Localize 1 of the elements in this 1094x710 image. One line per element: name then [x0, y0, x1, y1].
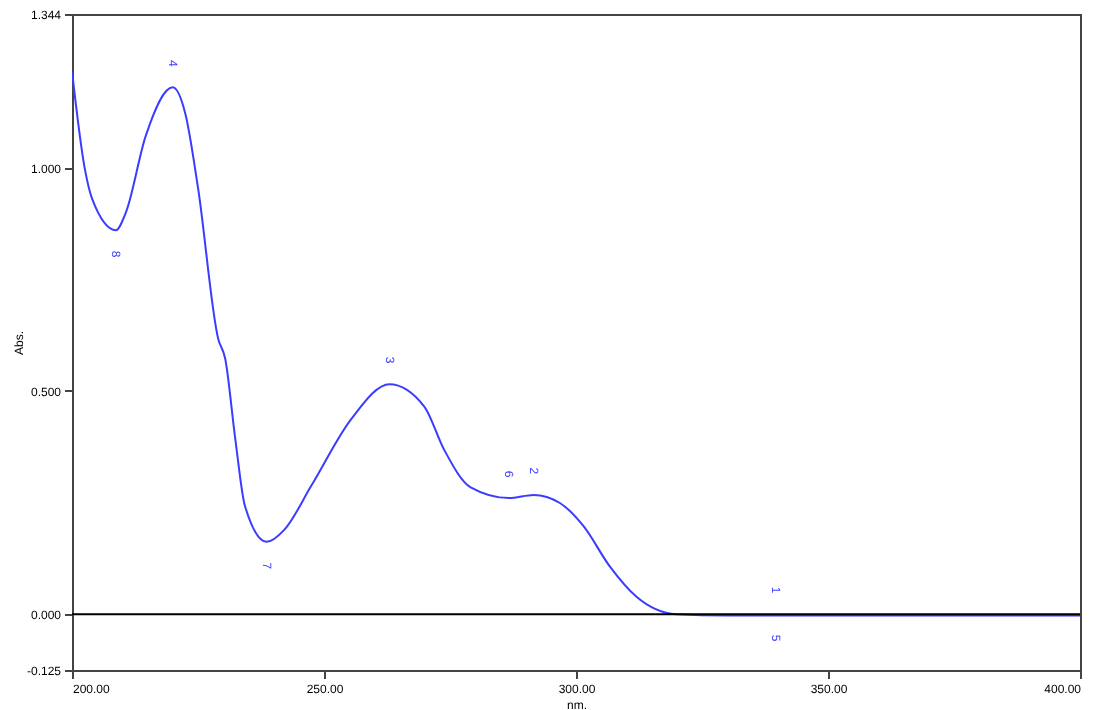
line-series — [72, 70, 1080, 617]
